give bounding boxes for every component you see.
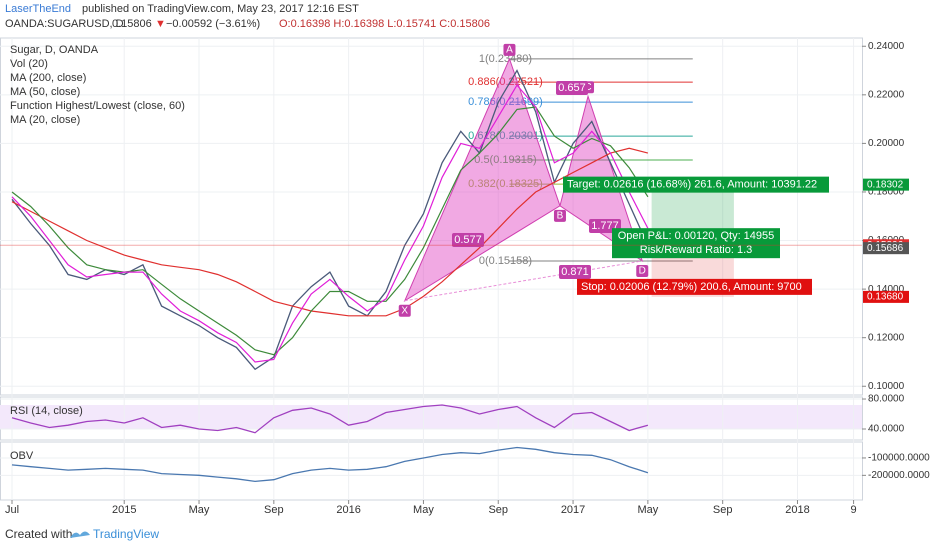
pnl-bg	[612, 228, 780, 259]
rsi-label: RSI (14, close)	[10, 405, 83, 417]
pattern-label: D	[639, 266, 646, 277]
pattern-point	[398, 304, 411, 317]
x-tick-label: Sep	[264, 504, 284, 516]
fib-label: 0.786(0.21699)	[468, 96, 543, 108]
series-line	[11, 84, 649, 363]
x-tick-label: 2018	[785, 504, 809, 516]
x-tick-label: Sep	[488, 504, 508, 516]
y-tick-label: -200000.0000	[868, 470, 930, 481]
pattern-xab	[403, 57, 561, 303]
series-line	[11, 147, 649, 317]
logo	[70, 531, 90, 538]
ratio-box	[556, 81, 588, 95]
created-with: Created with	[5, 527, 72, 541]
pattern-label: C	[584, 82, 591, 93]
y-tick-label: 0.24000	[868, 41, 905, 52]
position-label: Stop: 0.02006 (12.79%) 200.6, Amount: 97…	[581, 281, 802, 293]
panel-frame	[0, 441, 863, 501]
pattern-label: B	[557, 210, 564, 221]
brand[interactable]: TradingView	[93, 527, 159, 541]
legend-entry: Function Highest/Lowest (close, 60)	[10, 100, 185, 112]
position-label-bg	[577, 278, 812, 295]
price-tag	[863, 242, 909, 255]
legend: Sugar, D, OANDA Vol (20) MA (200, close)…	[10, 44, 185, 126]
x-tick-label: May	[413, 504, 434, 516]
ratio-label: 0.577	[454, 234, 482, 246]
x-tick-label: May	[189, 504, 210, 516]
position-label: Target: 0.02616 (16.68%) 261.6, Amount: …	[567, 179, 817, 191]
pattern-label: X	[401, 305, 408, 316]
legend-entry: MA (200, close)	[10, 72, 86, 84]
price-tag-label: 0.15686	[867, 243, 904, 254]
y-tick-label: 0.10000	[868, 381, 905, 392]
y-tick-label: 40.0000	[868, 424, 905, 435]
fib-label: 0(0.15158)	[479, 255, 532, 267]
fib-label: 0.382(0.18325)	[468, 178, 543, 190]
ratio-label: 1.777	[591, 220, 619, 232]
y-tick-label: 0.14000	[868, 284, 905, 295]
fib-label: 1(0.23480)	[479, 53, 532, 65]
symbol: OANDA:SUGARUSD, D	[5, 18, 124, 30]
pattern-point	[553, 209, 566, 222]
obv-label: OBV	[10, 450, 34, 462]
fib-label: 0.5(0.19315)	[474, 154, 536, 166]
price-tag-label: 0.13680	[867, 292, 904, 303]
price-tag-label: 0.18302	[867, 179, 904, 190]
x-tick-label: 2017	[561, 504, 585, 516]
pattern-xd	[404, 260, 643, 302]
panel-frame	[0, 37, 863, 396]
y-tick-label: 0.22000	[868, 89, 905, 100]
legend-entry: MA (50, close)	[10, 86, 80, 98]
x-tick-label: 9	[851, 504, 857, 516]
series-line	[11, 106, 649, 356]
ratio-label: 0.657	[558, 82, 586, 94]
series-line	[11, 446, 649, 483]
rr-label: Risk/Reward Ratio: 1.3	[640, 244, 753, 256]
legend-entry: Sugar, D, OANDA	[10, 44, 99, 56]
y-tick-label: -100000.0000	[868, 453, 930, 464]
footer: Created with TradingView	[5, 527, 159, 541]
x-tick-label: 2015	[112, 504, 136, 516]
last-price: 0.15806	[112, 18, 152, 30]
pattern-point	[503, 43, 516, 56]
position-label-bg	[563, 176, 829, 193]
series-line	[11, 404, 649, 434]
y-tick-label: 0.18000	[868, 187, 905, 198]
published: published on TradingView.com, May 23, 20…	[82, 3, 359, 15]
y-tick-label: 0.12000	[868, 332, 905, 343]
rsi-band	[0, 405, 862, 429]
pattern-label: A	[506, 45, 513, 56]
ratio-box	[559, 265, 591, 279]
x-tick-label: May	[637, 504, 658, 516]
price-tag	[863, 178, 909, 191]
y-tick-label: 80.0000	[868, 394, 905, 405]
change: −0.00592 (−3.61%)	[166, 18, 260, 30]
x-tick-label: Sep	[713, 504, 733, 516]
x-tick-label: Jul	[5, 504, 19, 516]
price-tag	[863, 290, 909, 303]
y-tick-label: 0.20000	[868, 138, 905, 149]
author[interactable]: LaserTheEnd	[5, 3, 71, 15]
x-tick-label: 2016	[336, 504, 360, 516]
pattern-point	[636, 264, 649, 277]
arrow: ▼	[155, 18, 166, 30]
legend-entry: Vol (20)	[10, 58, 48, 70]
ratio-label: 0.871	[561, 266, 589, 278]
pnl-label: Open P&L: 0.00120, Qty: 14955	[618, 230, 775, 242]
ohlc: O:0.16398 H:0.16398 L:0.15741 C:0.15806	[279, 18, 490, 30]
ratio-box	[452, 233, 484, 247]
legend-entry: MA (20, close)	[10, 114, 80, 126]
